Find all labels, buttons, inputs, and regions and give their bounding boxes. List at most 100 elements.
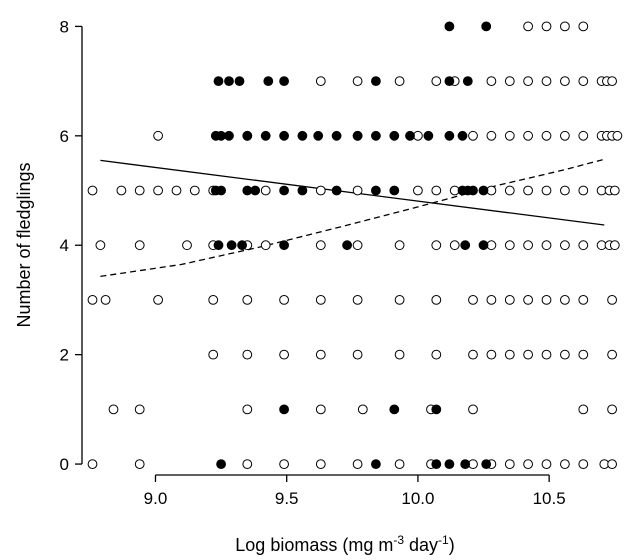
open-data-point bbox=[431, 240, 442, 251]
open-data-point bbox=[315, 240, 326, 251]
y-axis-title: Number of fledglings bbox=[14, 162, 34, 327]
solid-fit-line bbox=[100, 159, 605, 226]
open-data-point bbox=[607, 404, 617, 415]
open-data-point bbox=[504, 459, 515, 470]
open-data-point bbox=[541, 76, 552, 86]
filled-data-point bbox=[444, 76, 455, 86]
open-data-point bbox=[504, 349, 515, 360]
open-data-point bbox=[87, 185, 98, 196]
open-data-point bbox=[315, 76, 326, 86]
open-data-point bbox=[523, 349, 533, 360]
open-data-point bbox=[609, 240, 620, 251]
filled-data-point bbox=[460, 240, 471, 251]
open-data-point bbox=[242, 459, 253, 470]
y-tick-label: 0 bbox=[60, 455, 69, 474]
open-data-point bbox=[578, 240, 589, 251]
open-data-point bbox=[394, 240, 405, 251]
open-data-point bbox=[607, 295, 617, 305]
open-data-point bbox=[560, 76, 570, 86]
open-data-point bbox=[134, 459, 145, 470]
filled-data-point bbox=[279, 404, 290, 415]
filled-data-point bbox=[331, 130, 342, 141]
open-data-point bbox=[431, 295, 442, 305]
open-data-point bbox=[468, 404, 478, 415]
open-data-point bbox=[279, 349, 290, 360]
filled-data-point bbox=[213, 76, 224, 86]
open-data-point bbox=[352, 76, 363, 86]
open-data-point bbox=[449, 240, 460, 251]
filled-data-point bbox=[234, 76, 245, 86]
filled-data-point bbox=[279, 240, 290, 251]
filled-data-point bbox=[224, 130, 234, 141]
filled-data-point bbox=[297, 130, 308, 141]
open-data-point bbox=[541, 21, 552, 32]
filled-data-point bbox=[224, 76, 234, 86]
filled-data-point bbox=[444, 21, 455, 32]
filled-data-point bbox=[279, 76, 290, 86]
open-data-point bbox=[504, 240, 515, 251]
open-data-point bbox=[578, 76, 589, 86]
open-data-point bbox=[486, 295, 497, 305]
open-data-point bbox=[352, 295, 363, 305]
open-data-point bbox=[578, 404, 589, 415]
open-data-point bbox=[315, 404, 326, 415]
open-data-point bbox=[523, 76, 533, 86]
x-axis-title-end: ) bbox=[449, 535, 455, 555]
filled-data-point bbox=[389, 130, 400, 141]
open-data-point bbox=[523, 185, 533, 196]
open-data-point bbox=[315, 295, 326, 305]
open-data-point bbox=[352, 185, 363, 196]
x-axis-title: Log biomass (mg m-3 day-1) bbox=[235, 533, 454, 555]
open-data-point bbox=[523, 130, 533, 141]
open-data-point bbox=[394, 76, 405, 86]
open-data-point bbox=[352, 240, 363, 251]
x-tick-label: 9.0 bbox=[144, 489, 168, 508]
open-data-point bbox=[242, 349, 253, 360]
open-data-point bbox=[171, 185, 182, 196]
filled-data-point bbox=[313, 130, 324, 141]
filled-data-point bbox=[263, 76, 274, 86]
open-data-point bbox=[523, 240, 533, 251]
open-data-point bbox=[468, 349, 478, 360]
dashed-fit-line bbox=[100, 158, 605, 278]
open-data-point bbox=[87, 459, 98, 470]
open-data-point bbox=[523, 295, 533, 305]
filled-data-point bbox=[431, 404, 442, 415]
open-data-point bbox=[578, 185, 589, 196]
filled-data-point bbox=[431, 459, 442, 470]
open-data-point bbox=[153, 185, 164, 196]
filled-data-point bbox=[389, 185, 400, 196]
open-data-point bbox=[578, 21, 589, 32]
x-axis-title-mid: day bbox=[404, 535, 438, 555]
open-data-point bbox=[431, 349, 442, 360]
open-data-point bbox=[541, 240, 552, 251]
open-data-point bbox=[578, 295, 589, 305]
y-tick-label: 2 bbox=[60, 346, 69, 365]
fit-lines bbox=[100, 158, 605, 278]
filled-data-point bbox=[444, 459, 455, 470]
open-data-point bbox=[486, 130, 497, 141]
open-data-point bbox=[560, 130, 570, 141]
filled-data-point bbox=[371, 76, 381, 86]
x-axis-ticks: 9.0 9.5 10.0 10.5 bbox=[144, 475, 566, 508]
open-data-point bbox=[541, 185, 552, 196]
open-data-point bbox=[357, 404, 368, 415]
open-data-point bbox=[87, 295, 98, 305]
open-data-point bbox=[182, 240, 192, 251]
open-data-point bbox=[153, 130, 164, 141]
filled-data-point bbox=[216, 459, 227, 470]
filled-data-point bbox=[250, 185, 261, 196]
open-data-point bbox=[116, 185, 127, 196]
open-data-point bbox=[260, 185, 271, 196]
open-data-point bbox=[541, 130, 552, 141]
open-data-point bbox=[486, 76, 497, 86]
open-data-point bbox=[607, 349, 617, 360]
open-data-point bbox=[578, 459, 589, 470]
open-data-point bbox=[541, 459, 552, 470]
filled-data-point bbox=[478, 185, 489, 196]
filled-data-point bbox=[468, 185, 478, 196]
open-data-point bbox=[413, 185, 423, 196]
open-data-point bbox=[560, 295, 570, 305]
open-data-point bbox=[315, 459, 326, 470]
